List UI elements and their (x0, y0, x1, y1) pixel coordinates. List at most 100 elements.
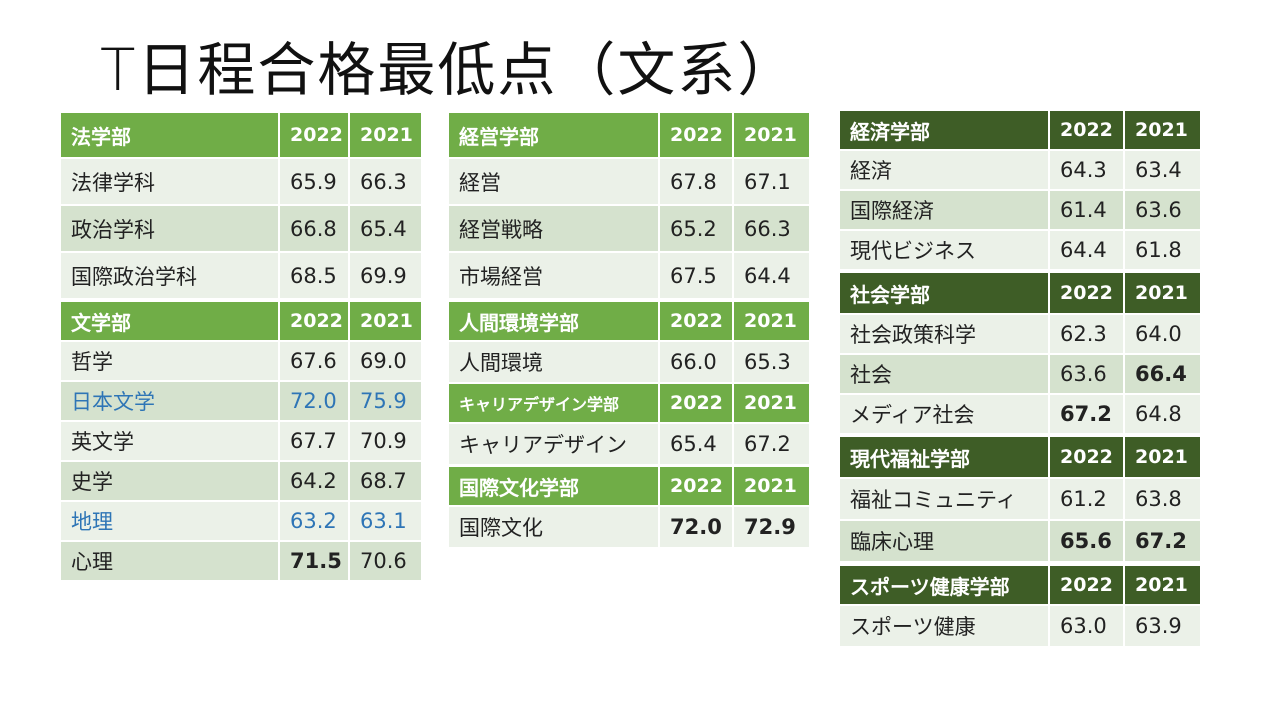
faculty-name: 経営学部 (449, 113, 660, 159)
dept-name: 国際政治学科 (61, 253, 280, 300)
dept-name: メディア社会 (840, 395, 1050, 435)
dept-name: 市場経営 (449, 253, 660, 300)
score-2022: 71.5 (280, 542, 350, 582)
score-2021: 70.9 (350, 422, 421, 462)
dept-name: 経営戦略 (449, 206, 660, 253)
year-header: 2021 (1125, 273, 1200, 315)
dept-name: 経営 (449, 159, 660, 206)
year-header: 2021 (1125, 566, 1200, 606)
table-welfare: 現代福祉学部 2022 2021 福祉コミュニティ 61.2 63.8 臨床心理… (840, 437, 1200, 563)
score-2022: 65.2 (660, 206, 734, 253)
page-title: T日程合格最低点（文系） (100, 36, 798, 104)
score-2021: 69.9 (350, 253, 421, 300)
score-2021: 64.8 (1125, 395, 1200, 435)
score-2021: 65.3 (734, 342, 809, 384)
table-economics: 経済学部 2022 2021 経済 64.3 63.4 国際経済 61.4 63… (840, 111, 1200, 271)
score-2021: 72.9 (734, 507, 809, 549)
dept-name: 国際経済 (840, 191, 1050, 231)
score-2021: 63.9 (1125, 606, 1200, 648)
year-header: 2022 (1050, 566, 1125, 606)
table-sociology: 社会学部 2022 2021 社会政策科学 62.3 64.0 社会 63.6 … (840, 273, 1200, 435)
year-header: 2022 (280, 113, 350, 159)
score-2021: 63.6 (1125, 191, 1200, 231)
dept-name: 心理 (61, 542, 280, 582)
year-header: 2022 (1050, 111, 1125, 151)
year-header: 2021 (1125, 437, 1200, 479)
score-2021: 63.8 (1125, 479, 1200, 521)
table-sports: スポーツ健康学部 2022 2021 スポーツ健康 63.0 63.9 (840, 566, 1200, 648)
table-business: 経営学部 2022 2021 経営 67.8 67.1 経営戦略 65.2 66… (449, 113, 809, 300)
score-2021: 70.6 (350, 542, 421, 582)
dept-name: スポーツ健康 (840, 606, 1050, 648)
dept-name: 社会 (840, 355, 1050, 395)
score-2022: 64.2 (280, 462, 350, 502)
score-2021: 66.4 (1125, 355, 1200, 395)
score-2022: 65.6 (1050, 521, 1125, 563)
faculty-name: キャリアデザイン学部 (449, 384, 660, 424)
year-header: 2022 (1050, 273, 1125, 315)
score-2021: 75.9 (350, 382, 421, 422)
score-2022: 61.2 (1050, 479, 1125, 521)
score-2022: 65.9 (280, 159, 350, 206)
dept-name: キャリアデザイン (449, 424, 660, 466)
table-letters: 文学部 2022 2021 哲学 67.6 69.0 日本文学 72.0 75.… (61, 302, 421, 582)
year-header: 2021 (350, 113, 421, 159)
year-header: 2022 (1050, 437, 1125, 479)
faculty-name: 国際文化学部 (449, 467, 660, 507)
score-2022: 67.8 (660, 159, 734, 206)
score-2021: 67.2 (1125, 521, 1200, 563)
score-2022: 72.0 (660, 507, 734, 549)
faculty-name: 法学部 (61, 113, 280, 159)
faculty-name: 文学部 (61, 302, 280, 342)
score-2021: 69.0 (350, 342, 421, 382)
score-2022: 64.3 (1050, 151, 1125, 191)
score-2022: 62.3 (1050, 315, 1125, 355)
score-2022: 67.6 (280, 342, 350, 382)
score-2022: 63.0 (1050, 606, 1125, 648)
table-human-env: 人間環境学部 2022 2021 人間環境 66.0 65.3 (449, 302, 809, 384)
dept-name: 経済 (840, 151, 1050, 191)
table-career: キャリアデザイン学部 2022 2021 キャリアデザイン 65.4 67.2 (449, 384, 809, 466)
dept-name: 英文学 (61, 422, 280, 462)
table-law: 法学部 2022 2021 法律学科 65.9 66.3 政治学科 66.8 6… (61, 113, 421, 300)
year-header: 2022 (280, 302, 350, 342)
faculty-name: 人間環境学部 (449, 302, 660, 342)
score-2021: 61.8 (1125, 231, 1200, 271)
year-header: 2021 (350, 302, 421, 342)
score-2022: 67.2 (1050, 395, 1125, 435)
score-2021: 66.3 (734, 206, 809, 253)
dept-name: 政治学科 (61, 206, 280, 253)
year-header: 2021 (734, 467, 809, 507)
faculty-name: スポーツ健康学部 (840, 566, 1050, 606)
dept-name: 史学 (61, 462, 280, 502)
score-2021: 63.1 (350, 502, 421, 542)
dept-name: 日本文学 (61, 382, 280, 422)
dept-name: 哲学 (61, 342, 280, 382)
dept-name: 法律学科 (61, 159, 280, 206)
score-2021: 64.0 (1125, 315, 1200, 355)
score-2022: 66.0 (660, 342, 734, 384)
score-2021: 68.7 (350, 462, 421, 502)
score-2022: 64.4 (1050, 231, 1125, 271)
score-2021: 63.4 (1125, 151, 1200, 191)
score-2021: 67.1 (734, 159, 809, 206)
score-2022: 68.5 (280, 253, 350, 300)
year-header: 2021 (734, 113, 809, 159)
year-header: 2022 (660, 113, 734, 159)
table-intl-culture: 国際文化学部 2022 2021 国際文化 72.0 72.9 (449, 467, 809, 549)
faculty-name: 社会学部 (840, 273, 1050, 315)
score-2021: 64.4 (734, 253, 809, 300)
score-2022: 72.0 (280, 382, 350, 422)
faculty-name: 現代福祉学部 (840, 437, 1050, 479)
dept-name: 人間環境 (449, 342, 660, 384)
faculty-name: 経済学部 (840, 111, 1050, 151)
year-header: 2022 (660, 467, 734, 507)
year-header: 2021 (734, 384, 809, 424)
year-header: 2021 (734, 302, 809, 342)
year-header: 2021 (1125, 111, 1200, 151)
year-header: 2022 (660, 384, 734, 424)
score-2022: 63.2 (280, 502, 350, 542)
dept-name: 地理 (61, 502, 280, 542)
dept-name: 現代ビジネス (840, 231, 1050, 271)
score-2022: 66.8 (280, 206, 350, 253)
